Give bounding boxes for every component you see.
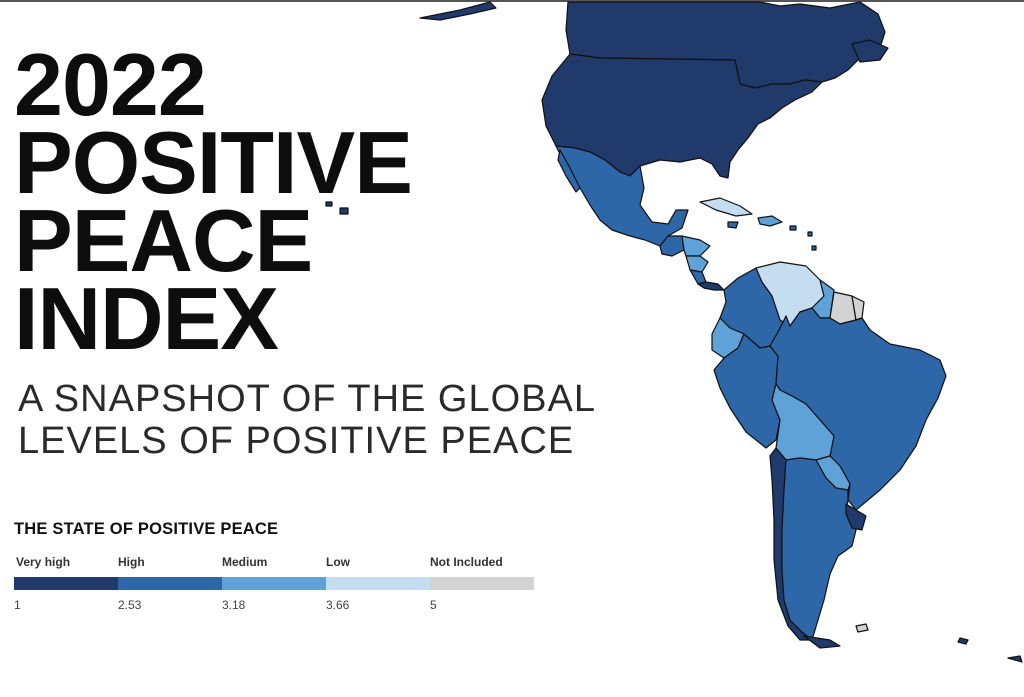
country-panama[interactable] [697, 281, 725, 291]
map-legend: THE STATE OF POSITIVE PEACE Very high Hi… [14, 520, 534, 616]
subtitle-line-1: A SNAPSHOT OF THE GLOBAL [18, 378, 596, 420]
title-line-year: 2022 [14, 35, 207, 134]
legend-label-high: High [118, 555, 145, 569]
country-uruguay[interactable] [845, 503, 867, 531]
legend-tick-3-18: 3.18 [222, 598, 246, 612]
title-line-peace: PEACE [14, 191, 313, 290]
falkland-islands [855, 623, 869, 633]
caribbean-islands [789, 225, 817, 251]
legend-tick-3-66: 3.66 [326, 598, 350, 612]
hawaii-islands [325, 201, 349, 215]
legend-tick-1: 1 [14, 598, 21, 612]
country-mexico[interactable] [555, 145, 689, 247]
legend-swatch-low [326, 577, 430, 590]
baja-california [557, 149, 581, 193]
legend-label-low: Low [326, 555, 350, 569]
legend-label-not-included: Not Included [430, 555, 503, 569]
legend-swatch-high [118, 577, 222, 590]
legend-label-medium: Medium [222, 555, 268, 569]
legend-swatch-medium [222, 577, 326, 590]
legend-color-bar [14, 577, 534, 590]
subtitle-line-2: LEVELS OF POSITIVE PEACE [18, 420, 575, 462]
title-line-positive: POSITIVE [14, 113, 413, 212]
report-subtitle: A SNAPSHOT OF THE GLOBAL LEVELS OF POSIT… [18, 378, 618, 462]
title-line-index: INDEX [14, 269, 279, 368]
legend-swatch-very-high [14, 577, 118, 590]
legend-tick-2-53: 2.53 [118, 598, 142, 612]
country-nicaragua[interactable] [685, 255, 709, 273]
legend-category-labels: Very high High Medium Low Not Included [14, 555, 534, 573]
top-rule [0, 0, 1024, 2]
country-argentina[interactable] [781, 457, 857, 641]
legend-tick-values: 1 2.53 3.18 3.66 5 [14, 598, 534, 616]
legend-title: THE STATE OF POSITIVE PEACE [14, 520, 279, 538]
country-honduras[interactable] [681, 235, 711, 257]
country-cuba[interactable] [699, 197, 753, 217]
tierra-del-fuego [803, 635, 841, 649]
report-title: 2022 POSITIVE PEACE INDEX [14, 35, 484, 368]
legend-tick-5: 5 [430, 598, 437, 612]
country-haiti-dr[interactable] [757, 215, 783, 227]
right-edge-fragment [957, 637, 1023, 663]
country-usa-alaska [419, 1, 497, 21]
country-costa-rica[interactable] [689, 269, 707, 285]
island-arctic [851, 39, 889, 63]
legend-swatch-not-included [430, 577, 534, 590]
country-jamaica[interactable] [727, 221, 739, 229]
legend-label-very-high: Very high [16, 555, 71, 569]
